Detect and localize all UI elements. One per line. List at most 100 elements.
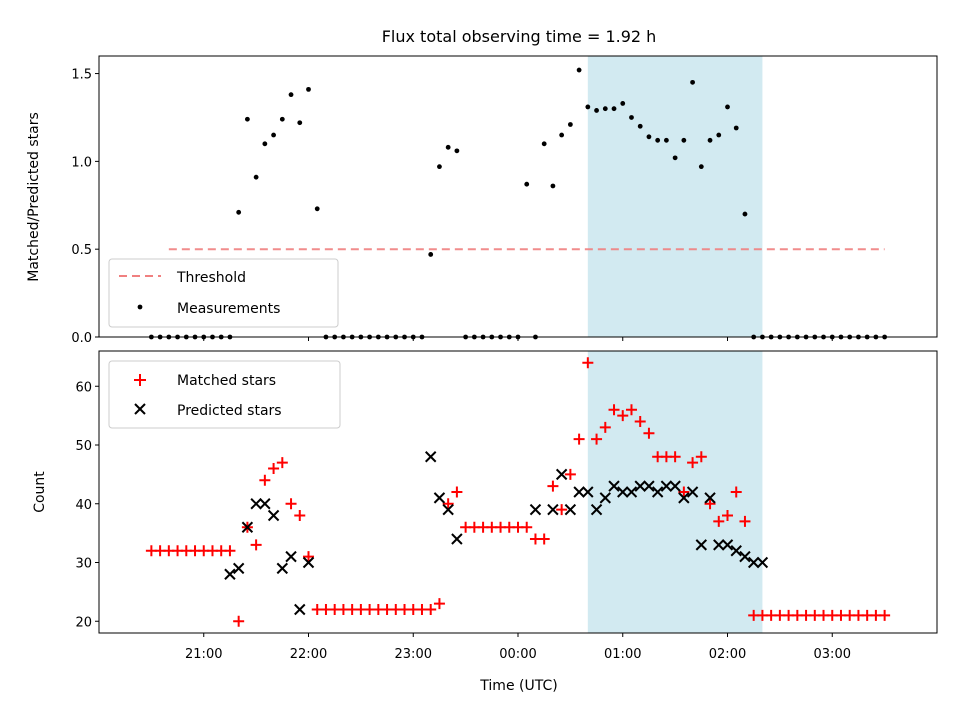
measurement-point xyxy=(594,108,599,113)
predicted-star-point xyxy=(713,539,725,551)
top-legend: Threshold Measurements xyxy=(108,258,339,328)
matched-star-point xyxy=(739,515,751,527)
bottom-legend-box xyxy=(108,360,341,429)
chart-title: Flux total observing time = 1.92 h xyxy=(382,27,657,46)
predicted-star-point xyxy=(451,533,463,545)
matched-star-point xyxy=(669,451,681,463)
top-x-ticks xyxy=(203,337,833,341)
predicted-star-point xyxy=(678,492,690,504)
bottom-legend: Matched stars Predicted stars xyxy=(108,360,341,429)
measurement-point xyxy=(567,122,573,127)
y-tick-label: 40 xyxy=(75,498,92,513)
measurement-point xyxy=(271,132,276,138)
measurement-point xyxy=(733,125,739,131)
matched-star-point xyxy=(634,416,646,427)
matched-star-point xyxy=(433,598,445,610)
measurement-point xyxy=(672,155,678,161)
matched-star-point xyxy=(521,521,533,533)
matched-star-point xyxy=(617,410,629,422)
matched-star-point xyxy=(233,615,245,627)
predicted-star-point xyxy=(704,492,716,504)
measurement-point xyxy=(611,106,617,112)
y-tick-label: 0.0 xyxy=(71,331,92,346)
measurement-point xyxy=(244,116,250,122)
measurement-point xyxy=(454,148,460,154)
measurement-point xyxy=(681,137,687,143)
matched-star-point xyxy=(678,486,690,498)
measurement-point xyxy=(288,92,294,98)
predicted-star-point xyxy=(232,562,245,575)
matched-star-point xyxy=(250,539,262,551)
matched-star-point xyxy=(643,427,655,439)
bottom-plot-marks xyxy=(145,357,891,627)
x-tick-label: 02:00 xyxy=(709,647,746,662)
predicted-star-point xyxy=(721,539,734,551)
measurement-point xyxy=(306,86,311,92)
predicted-star-point xyxy=(608,480,620,492)
predicted-star-point xyxy=(651,486,664,498)
matched-star-point xyxy=(713,515,725,527)
measurement-point xyxy=(262,141,268,147)
predicted-star-point xyxy=(294,603,306,616)
legend-measurements-swatch xyxy=(137,304,143,310)
measurement-point xyxy=(445,144,451,150)
matched-star-point xyxy=(547,480,559,492)
legend-predicted-label: Predicted stars xyxy=(177,403,282,419)
matched-star-point xyxy=(582,357,594,369)
predicted-star-point xyxy=(302,556,315,569)
measurement-point xyxy=(279,116,285,122)
matched-star-point xyxy=(425,604,437,615)
predicted-star-point xyxy=(617,486,629,498)
matched-star-point xyxy=(564,468,576,480)
x-tick-label: 22:00 xyxy=(290,647,327,662)
matched-star-point xyxy=(687,457,699,469)
bottom-x-axis: 21:00 22:00 23:00 00:00 01:00 02:00 03:00 xyxy=(185,633,851,662)
predicted-star-point xyxy=(686,486,699,498)
top-y-axis: 0.0 0.5 1.0 1.5 xyxy=(71,68,99,346)
matched-star-point xyxy=(303,551,314,563)
predicted-star-point xyxy=(564,503,577,516)
matched-star-point xyxy=(722,510,733,521)
matched-star-point xyxy=(591,433,603,445)
measurement-point xyxy=(576,67,582,73)
x-tick-label: 03:00 xyxy=(814,647,851,662)
matched-star-point xyxy=(730,486,742,498)
measurement-point xyxy=(428,252,434,257)
measurement-point xyxy=(550,183,556,189)
y-tick-label: 1.0 xyxy=(71,155,92,170)
bottom-panel: 20 30 40 50 60 21:00 22:00 23:00 00:00 01:00 02:0… xyxy=(32,350,938,694)
predicted-star-point xyxy=(756,556,769,569)
top-y-axis-label: Matched/Predicted stars xyxy=(26,112,42,282)
measurement-point xyxy=(620,101,626,106)
top-highlight-span xyxy=(587,56,763,337)
predicted-star-point xyxy=(660,480,673,492)
predicted-star-point xyxy=(250,498,262,510)
measurement-point xyxy=(646,134,652,140)
matched-star-point xyxy=(556,504,568,516)
measurement-point xyxy=(637,123,643,129)
legend-threshold-label: Threshold xyxy=(176,270,246,286)
predicted-star-point xyxy=(276,562,289,575)
matched-star-point xyxy=(224,545,236,557)
predicted-star-point xyxy=(433,492,446,504)
predicted-star-point xyxy=(739,550,751,563)
measurement-point xyxy=(524,181,530,187)
matched-star-point xyxy=(538,533,550,545)
measurement-point xyxy=(437,164,442,170)
predicted-star-point xyxy=(747,556,760,569)
predicted-star-point xyxy=(695,539,708,551)
measurement-point xyxy=(655,137,661,143)
x-tick-label: 23:00 xyxy=(395,647,432,662)
predicted-star-point xyxy=(241,521,254,533)
x-tick-label: 00:00 xyxy=(499,647,536,662)
bottom-y-axis: 20 30 40 50 60 xyxy=(75,380,99,630)
predicted-star-point xyxy=(573,486,585,498)
predicted-star-point xyxy=(224,568,236,580)
top-panel: 0.0 0.5 1.0 1.5 Matched/Predicted stars Thr… xyxy=(26,55,938,346)
predicted-star-point xyxy=(529,503,542,516)
matched-star-point xyxy=(625,404,637,416)
measurement-point xyxy=(559,132,565,138)
predicted-star-point xyxy=(669,480,681,492)
measurement-point xyxy=(585,104,591,110)
matched-star-point xyxy=(276,457,288,469)
